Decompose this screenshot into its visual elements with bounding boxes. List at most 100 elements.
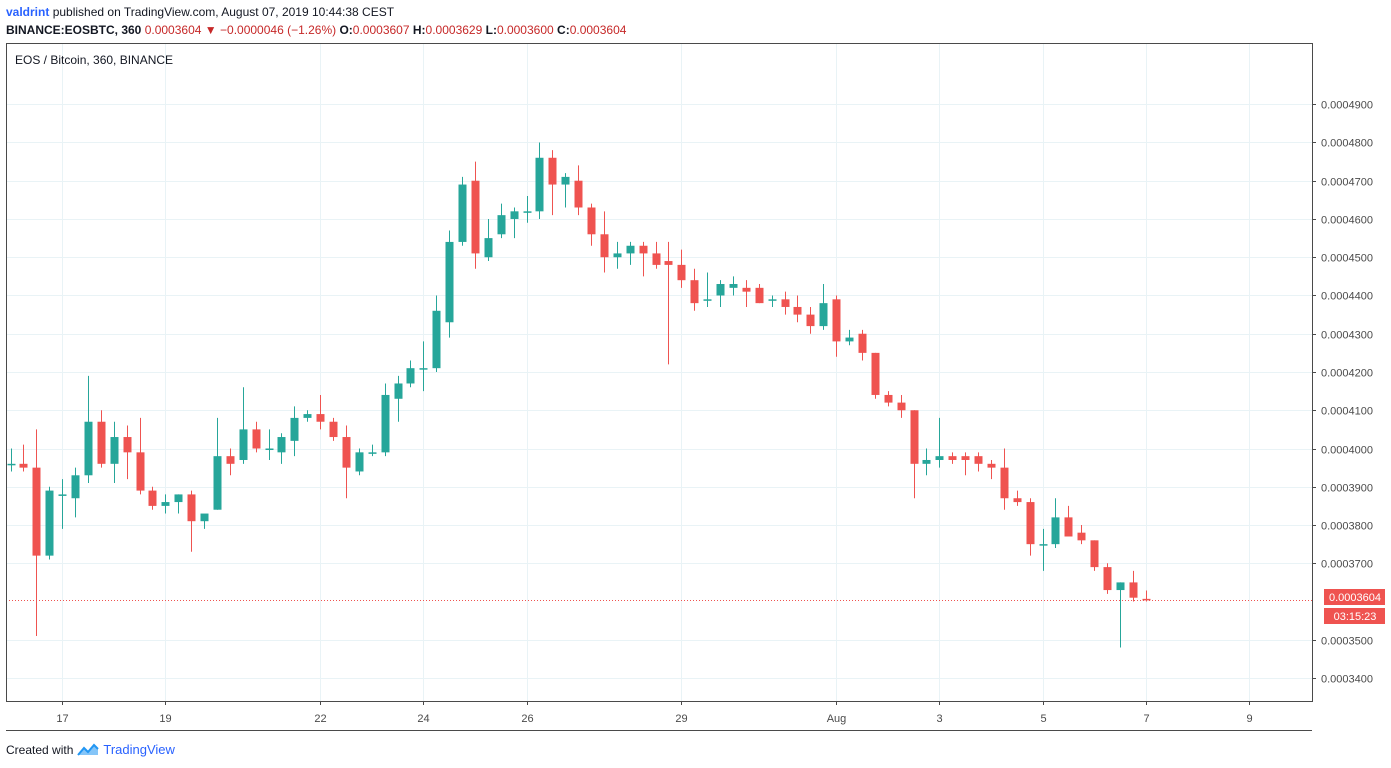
- candle[interactable]: [97, 410, 106, 468]
- chart-area[interactable]: 0.0004900 0.0004800 0.0004700 0.0004600 0.00…: [6, 43, 1386, 731]
- candle[interactable]: [768, 295, 777, 307]
- candle[interactable]: [742, 280, 751, 307]
- open-label: O:: [339, 23, 353, 37]
- candle[interactable]: [677, 249, 686, 288]
- candle[interactable]: [613, 241, 622, 269]
- candle[interactable]: [871, 352, 880, 399]
- candle[interactable]: [1129, 570, 1138, 602]
- candle[interactable]: [277, 433, 286, 464]
- y-axis[interactable]: 0.0004900 0.0004800 0.0004700 0.0004600 0.00…: [1312, 100, 1373, 686]
- candle[interactable]: [458, 176, 467, 246]
- candle[interactable]: [471, 161, 480, 269]
- candle[interactable]: [690, 268, 699, 311]
- candle[interactable]: [858, 329, 867, 361]
- candle[interactable]: [574, 165, 583, 216]
- candle[interactable]: [45, 486, 54, 560]
- candle[interactable]: [845, 329, 854, 346]
- candle[interactable]: [755, 284, 764, 304]
- candle[interactable]: [1116, 582, 1125, 648]
- candle[interactable]: [71, 467, 80, 518]
- candle[interactable]: [935, 417, 944, 468]
- tradingview-brand-link[interactable]: TradingView: [103, 742, 175, 757]
- candle[interactable]: [161, 494, 170, 514]
- candle[interactable]: [329, 417, 338, 441]
- candlestick-chart[interactable]: 0.0004900 0.0004800 0.0004700 0.0004600 0.00…: [6, 43, 1386, 731]
- candle[interactable]: [1051, 498, 1060, 548]
- candle[interactable]: [1013, 490, 1022, 506]
- candle[interactable]: [523, 196, 532, 223]
- candle[interactable]: [445, 230, 454, 338]
- candle[interactable]: [1077, 525, 1086, 545]
- candle[interactable]: [1103, 563, 1112, 594]
- candle[interactable]: [290, 406, 299, 457]
- candle[interactable]: [381, 383, 390, 457]
- candle[interactable]: [510, 207, 519, 239]
- candle[interactable]: [781, 291, 790, 315]
- candle[interactable]: [252, 421, 261, 453]
- x-axis[interactable]: 17 19 22 24 26 29 Aug 3 5 7 9: [56, 701, 1253, 725]
- candle[interactable]: [987, 459, 996, 480]
- candle[interactable]: [587, 203, 596, 246]
- candle[interactable]: [406, 360, 415, 388]
- candle[interactable]: [897, 394, 906, 418]
- candle[interactable]: [419, 341, 428, 392]
- candle[interactable]: [200, 513, 209, 529]
- candle[interactable]: [265, 429, 274, 460]
- candle[interactable]: [1142, 590, 1151, 602]
- candle[interactable]: [548, 150, 557, 216]
- candle[interactable]: [664, 241, 673, 365]
- candle[interactable]: [819, 284, 828, 330]
- candle[interactable]: [922, 448, 931, 476]
- candle[interactable]: [974, 452, 983, 472]
- candle[interactable]: [368, 444, 377, 457]
- candle[interactable]: [7, 448, 16, 472]
- candle[interactable]: [110, 421, 119, 483]
- candle[interactable]: [910, 410, 919, 499]
- candle[interactable]: [187, 490, 196, 552]
- candle[interactable]: [239, 387, 248, 464]
- candle[interactable]: [432, 295, 441, 372]
- candle[interactable]: [1000, 448, 1009, 510]
- candle[interactable]: [884, 391, 893, 407]
- candle[interactable]: [716, 280, 725, 307]
- candle[interactable]: [948, 452, 957, 464]
- candle[interactable]: [303, 410, 312, 422]
- candle[interactable]: [1064, 505, 1073, 537]
- candle[interactable]: [136, 417, 145, 495]
- candle[interactable]: [355, 448, 364, 476]
- candle[interactable]: [226, 448, 235, 476]
- candle[interactable]: [626, 241, 635, 265]
- candle[interactable]: [729, 276, 738, 296]
- candle[interactable]: [19, 444, 28, 472]
- candle[interactable]: [213, 417, 222, 510]
- candle[interactable]: [535, 142, 544, 219]
- candle[interactable]: [32, 429, 41, 636]
- candle[interactable]: [600, 211, 609, 273]
- y-tick-label: 0.0003900: [1321, 483, 1373, 495]
- author-link[interactable]: valdrint: [6, 5, 50, 19]
- candle[interactable]: [1026, 498, 1035, 556]
- candle[interactable]: [123, 425, 132, 480]
- candles[interactable]: [7, 142, 1151, 648]
- candle[interactable]: [84, 375, 93, 483]
- candle[interactable]: [652, 241, 661, 269]
- candle[interactable]: [497, 203, 506, 239]
- candle[interactable]: [148, 486, 157, 510]
- candle[interactable]: [484, 218, 493, 262]
- candle[interactable]: [394, 375, 403, 422]
- candle[interactable]: [342, 425, 351, 499]
- candle[interactable]: [806, 306, 815, 334]
- candle-body: [793, 306, 802, 315]
- candle[interactable]: [1090, 540, 1099, 571]
- candle[interactable]: [832, 295, 841, 357]
- candle[interactable]: [961, 452, 970, 476]
- candle[interactable]: [58, 479, 67, 529]
- candle[interactable]: [316, 394, 325, 430]
- candle[interactable]: [561, 173, 570, 208]
- candle[interactable]: [793, 295, 802, 323]
- candle[interactable]: [1039, 528, 1048, 571]
- candle[interactable]: [703, 272, 712, 307]
- candle[interactable]: [174, 494, 183, 514]
- candle[interactable]: [639, 241, 648, 277]
- tradingview-logo-icon[interactable]: [77, 743, 100, 757]
